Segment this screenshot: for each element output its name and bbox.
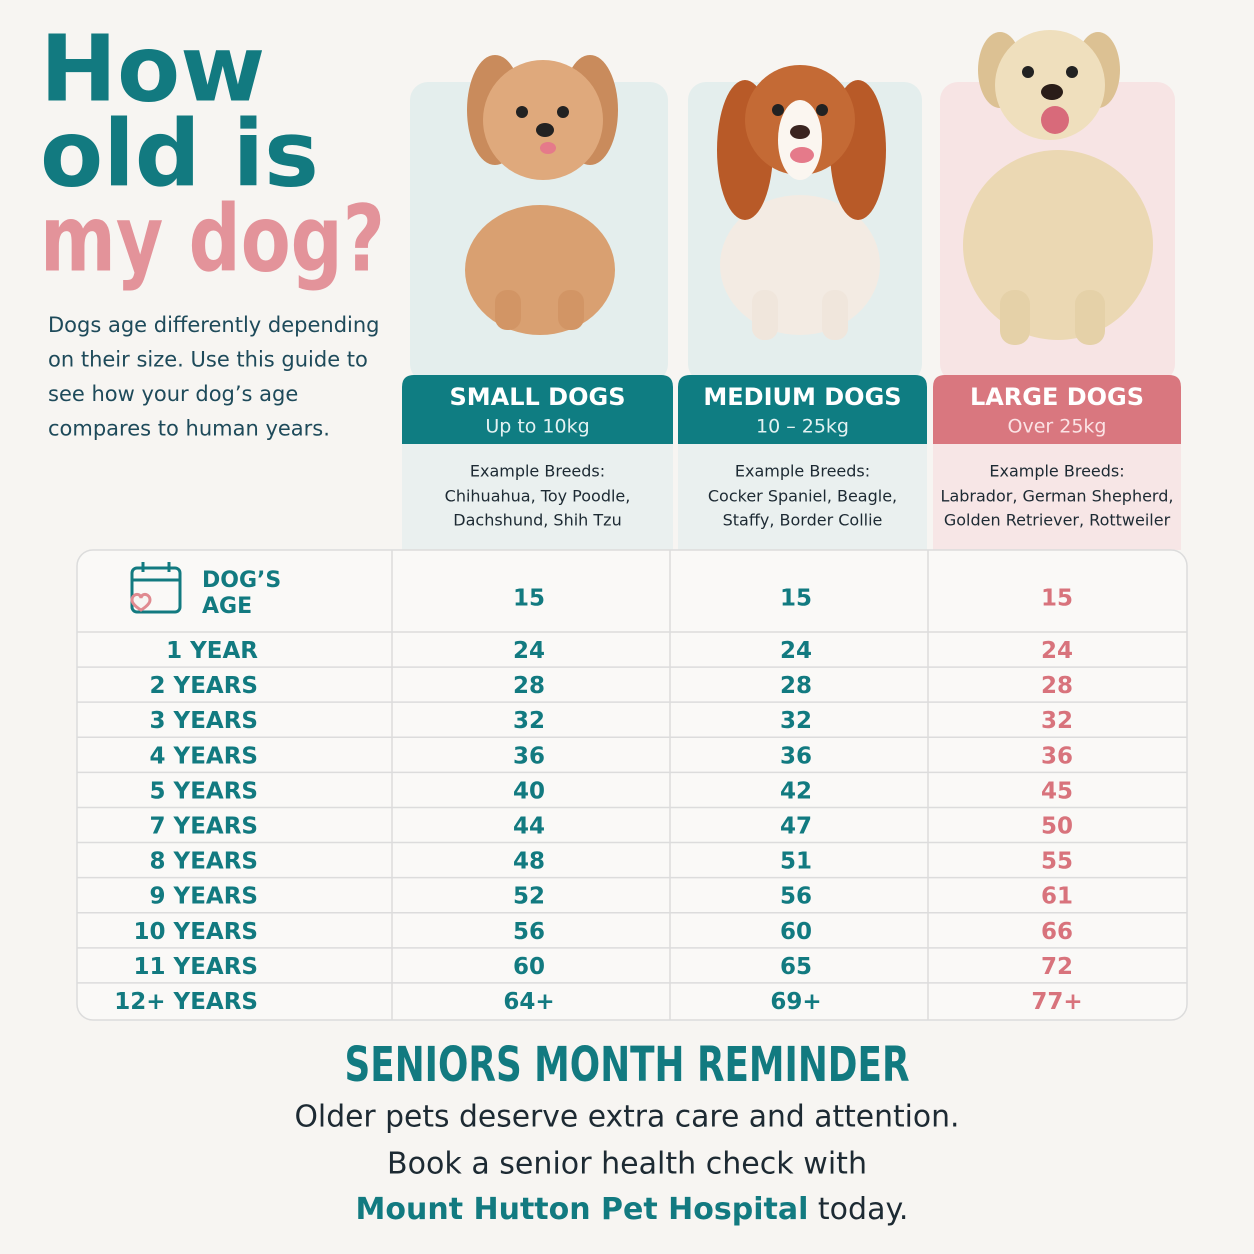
human-age: 60: [780, 919, 812, 945]
dog-large: [963, 30, 1153, 345]
breeds-label: Example Breeds:: [735, 462, 870, 481]
column-weight: Over 25kg: [1008, 416, 1107, 438]
title-line: How: [40, 15, 265, 122]
column-weight: 10 – 25kg: [756, 416, 849, 438]
breeds-line: Chihuahua, Toy Poodle,: [445, 487, 631, 506]
human-age: 28: [513, 673, 545, 699]
age-label: 3 YEARS: [150, 708, 258, 734]
footer-line: Mount Hutton Pet Hospital today.: [356, 1192, 909, 1227]
age-label: 11 YEARS: [134, 954, 258, 980]
human-age: 51: [780, 849, 812, 875]
human-age: 36: [1041, 743, 1073, 769]
human-age: 42: [780, 778, 812, 804]
age-label: 4 YEARS: [150, 743, 258, 769]
column-name: SMALL DOGS: [450, 383, 626, 411]
column-name: MEDIUM DOGS: [703, 383, 901, 411]
human-age: 45: [1041, 778, 1073, 804]
dog-medium: [717, 65, 886, 340]
breeds-line: Staffy, Border Collie: [723, 511, 883, 530]
footer-line: Older pets deserve extra care and attent…: [295, 1100, 960, 1135]
human-age: 40: [513, 778, 545, 804]
breeds-line: Golden Retriever, Rottweiler: [944, 511, 1171, 530]
age-label: 10 YEARS: [134, 919, 258, 945]
human-age: 24: [780, 638, 812, 664]
human-age: 66: [1041, 919, 1073, 945]
human-age: 47: [780, 814, 812, 840]
human-age: 56: [780, 884, 812, 910]
human-age: 28: [1041, 673, 1073, 699]
column-weight: Up to 10kg: [485, 416, 589, 438]
clinic-name: Mount Hutton Pet Hospital: [356, 1192, 809, 1227]
human-age: 56: [513, 919, 545, 945]
breeds-line: Labrador, German Shepherd,: [941, 487, 1174, 506]
age-label: 5 YEARS: [150, 778, 258, 804]
human-age: 55: [1041, 849, 1073, 875]
human-age: 69+: [770, 989, 821, 1015]
human-age: 77+: [1031, 989, 1082, 1015]
breeds-label: Example Breeds:: [470, 462, 605, 481]
intro-line: Dogs age differently depending: [48, 313, 380, 337]
header-label: DOG’S: [202, 568, 281, 593]
human-age: 61: [1041, 884, 1073, 910]
age-label: 7 YEARS: [150, 814, 258, 840]
human-age: 72: [1041, 954, 1073, 980]
human-age: 44: [513, 814, 545, 840]
footer-text: today.: [818, 1192, 909, 1227]
breeds-line: Cocker Spaniel, Beagle,: [708, 487, 897, 506]
dog-small: [465, 55, 618, 335]
age-label: 2 YEARS: [150, 673, 258, 699]
column-name: LARGE DOGS: [970, 383, 1144, 411]
breeds-line: Dachshund, Shih Tzu: [453, 511, 621, 530]
age-label: 9 YEARS: [150, 884, 258, 910]
header-value: 15: [1041, 586, 1073, 612]
human-age: 48: [513, 849, 545, 875]
human-age: 52: [513, 884, 545, 910]
footer-line: Book a senior health check with: [387, 1147, 867, 1182]
human-age: 32: [1041, 708, 1073, 734]
breeds-panel: [678, 444, 927, 550]
title-line: old is: [40, 100, 319, 207]
human-age: 64+: [503, 989, 554, 1015]
breeds-label: Example Breeds:: [989, 462, 1124, 481]
human-age: 32: [780, 708, 812, 734]
intro-line: see how your dog’s age: [48, 382, 298, 406]
human-age: 65: [780, 954, 812, 980]
age-label: 8 YEARS: [150, 849, 258, 875]
human-age: 36: [513, 743, 545, 769]
human-age: 24: [513, 638, 545, 664]
human-age: 50: [1041, 814, 1073, 840]
header-value: 15: [780, 586, 812, 612]
footer-heading: SENIORS MONTH REMINDER: [345, 1037, 910, 1093]
column-header: [933, 375, 1181, 444]
age-label: 12+ YEARS: [114, 989, 258, 1015]
human-age: 24: [1041, 638, 1073, 664]
breeds-panel: [402, 444, 673, 550]
table-grid: [391, 550, 929, 1020]
age-label: 1 YEAR: [166, 638, 258, 664]
calendar-icon: [130, 562, 182, 614]
breeds-panel: [933, 444, 1181, 550]
human-age: 36: [780, 743, 812, 769]
intro-line: compares to human years.: [48, 417, 330, 441]
column-header: [402, 375, 673, 444]
human-age: 60: [513, 954, 545, 980]
human-age: 32: [513, 708, 545, 734]
column-header: [678, 375, 927, 444]
title-line: my dog?: [40, 185, 385, 292]
header-label: AGE: [202, 594, 252, 619]
header-value: 15: [513, 586, 545, 612]
human-age: 28: [780, 673, 812, 699]
intro-line: on their size. Use this guide to: [48, 348, 368, 372]
